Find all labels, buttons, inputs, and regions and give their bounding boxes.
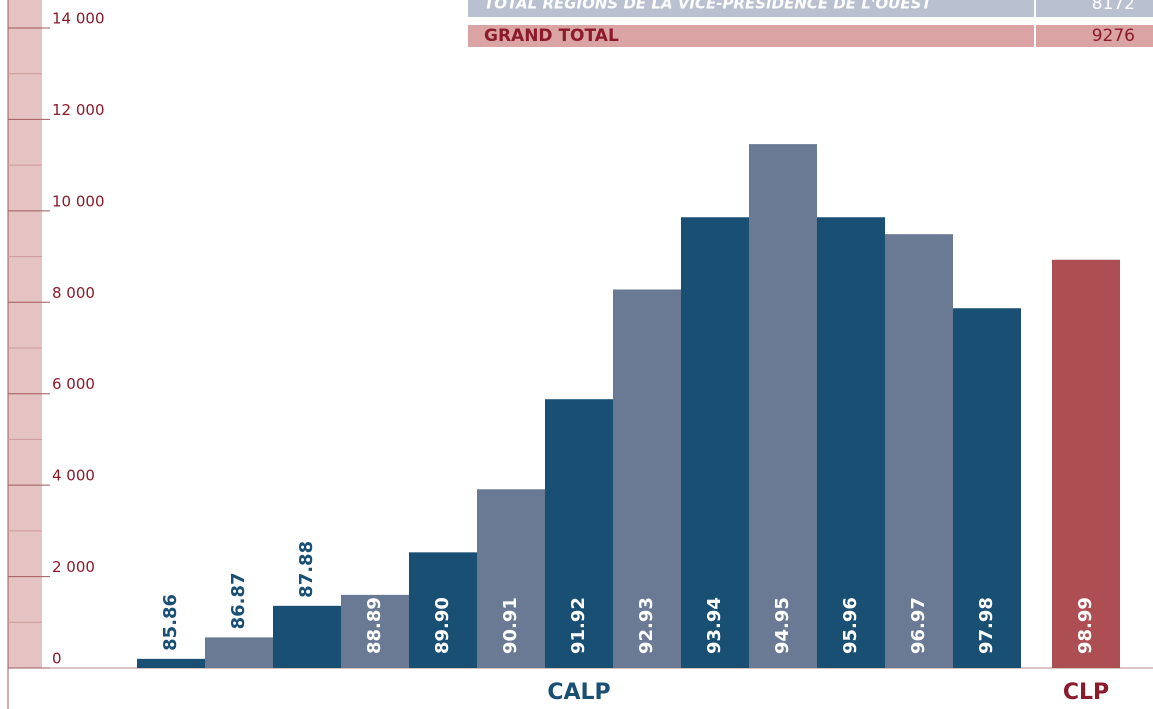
table-row (468, 0, 1153, 17)
y-tick-label: 0 (52, 650, 62, 668)
bar (273, 605, 341, 668)
y-tick-label: 8 000 (52, 284, 95, 302)
bar-label: 85.86 (160, 594, 181, 651)
bar (409, 552, 477, 668)
table-cell: GRAND TOTAL (484, 26, 619, 46)
bar-label: 87.88 (296, 541, 317, 598)
table-cell: 8172 (1092, 0, 1135, 14)
bar-label: 90.91 (500, 597, 521, 654)
table-cell: TOTAL RÉGIONS DE LA VICE-PRÉSIDENCE DE L… (484, 0, 933, 13)
bar (1052, 259, 1120, 668)
bar (137, 658, 205, 668)
bar (613, 289, 681, 668)
bar (817, 217, 885, 668)
bar-label: 98.99 (1075, 597, 1096, 654)
bar-label: 89.90 (432, 597, 453, 654)
bar (885, 234, 953, 668)
bar (681, 217, 749, 668)
y-tick-label: 4 000 (52, 467, 95, 485)
y-tick-label: 14 000 (52, 10, 105, 28)
y-tick-label: 10 000 (52, 192, 105, 210)
y-tick-label: 12 000 (52, 101, 105, 119)
y-tick-label: 2 000 (52, 558, 95, 576)
table-cell: 9276 (1092, 26, 1135, 46)
y-tick-label: 6 000 (52, 375, 95, 393)
bar-label: 88.89 (364, 597, 385, 654)
bar-label: 94.95 (772, 597, 793, 654)
bar-label: 91.92 (568, 597, 589, 654)
bar (545, 399, 613, 668)
bar (749, 144, 817, 669)
axis-band (8, 0, 42, 668)
bar-label: 96.97 (908, 597, 929, 654)
bar (341, 594, 409, 668)
group-label: CLP (1063, 680, 1109, 705)
bar-label: 86.87 (228, 572, 249, 629)
bar (205, 637, 273, 668)
table-row (468, 25, 1153, 47)
group-label: CALP (547, 680, 610, 705)
bar (477, 489, 545, 668)
bar-label: 95.96 (840, 597, 861, 654)
bar (953, 308, 1021, 668)
bar-label: 97.98 (976, 597, 997, 654)
bar-label: 93.94 (704, 597, 725, 654)
bar-label: 92.93 (636, 597, 657, 654)
